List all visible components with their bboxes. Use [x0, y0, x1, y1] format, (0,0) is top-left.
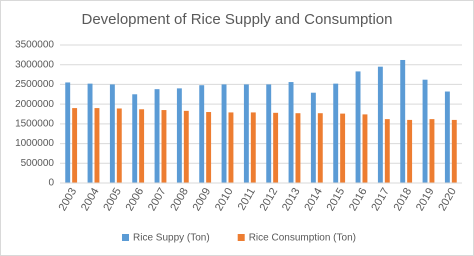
bar: [310, 92, 316, 183]
bar: [340, 113, 346, 183]
bar: [154, 89, 160, 183]
bar: [72, 108, 78, 183]
y-tick-label: 0: [48, 178, 54, 189]
bar: [228, 112, 234, 183]
bar: [317, 113, 323, 183]
chart-title: Development of Rice Supply and Consumpti…: [81, 11, 392, 28]
bar: [266, 84, 272, 183]
bar: [355, 71, 361, 183]
legend-label: Rice Consumption (Ton): [249, 233, 356, 244]
bar: [206, 112, 212, 183]
bar: [422, 79, 428, 183]
bar: [451, 119, 457, 183]
bar: [400, 59, 406, 183]
bar: [116, 108, 122, 183]
bar: [183, 110, 189, 183]
bar: [444, 91, 450, 183]
bar: [161, 110, 167, 183]
bar: [139, 109, 145, 183]
bar: [250, 112, 256, 183]
bar: [221, 84, 227, 183]
y-tick-label: 2000000: [15, 99, 54, 110]
bar: [65, 82, 71, 183]
bar: [333, 83, 339, 183]
y-tick-label: 1000000: [15, 138, 54, 149]
bar: [288, 82, 294, 183]
bar: [94, 108, 100, 183]
bar: [273, 112, 279, 183]
y-tick-label: 3500000: [15, 40, 54, 51]
bar: [176, 88, 182, 183]
bar: [429, 119, 435, 183]
y-tick-label: 500000: [21, 158, 55, 169]
bar: [407, 119, 413, 183]
legend-swatch: [237, 234, 245, 241]
y-tick-label: 2500000: [15, 79, 54, 90]
y-tick-label: 1500000: [15, 118, 54, 129]
bar: [384, 119, 390, 183]
legend-label: Rice Suppy (Ton): [133, 233, 210, 244]
bar: [132, 94, 138, 183]
bar: [295, 113, 301, 183]
bar: [243, 84, 249, 183]
bar: [87, 83, 93, 183]
bar: [109, 84, 115, 183]
y-tick-label: 3000000: [15, 59, 54, 70]
bar: [199, 85, 205, 183]
bar: [362, 114, 368, 183]
legend-swatch: [122, 234, 129, 241]
bar: [377, 66, 383, 183]
